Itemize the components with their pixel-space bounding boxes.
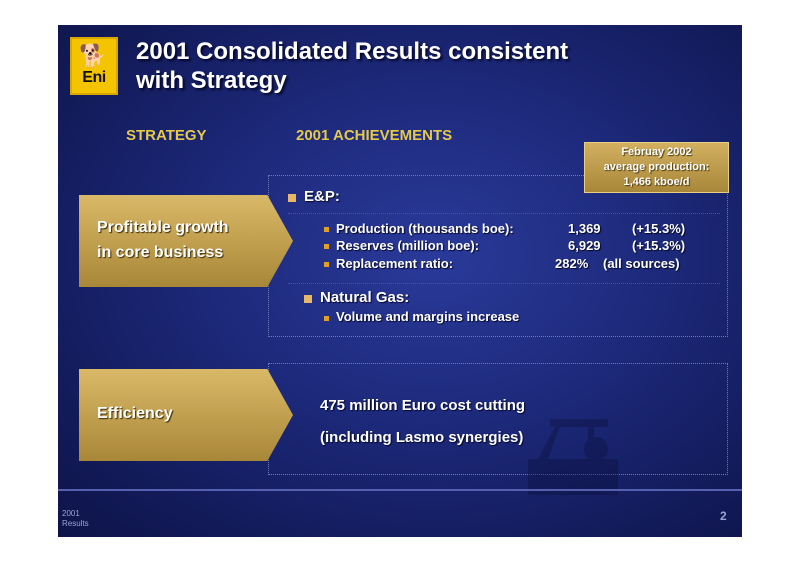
footer-label: 2001 Results bbox=[62, 509, 89, 529]
production-change: (+15.3%) bbox=[632, 221, 686, 236]
square-bullet-icon bbox=[288, 194, 296, 202]
page-number: 2 bbox=[720, 509, 727, 523]
achievements-column-heading: 2001 ACHIEVEMENTS bbox=[296, 127, 453, 144]
reserves-change: (+15.3%) bbox=[632, 238, 686, 253]
production-label: Production (thousands boe): bbox=[336, 221, 514, 236]
bullet-icon bbox=[324, 262, 329, 267]
bullet-icon bbox=[324, 244, 329, 249]
reserves-label: Reserves (million boe): bbox=[336, 238, 480, 253]
gas-item: Volume and margins increase bbox=[336, 309, 520, 324]
bullet-icon bbox=[324, 227, 329, 232]
highlight-line-2: average production: bbox=[603, 161, 710, 173]
divider bbox=[288, 283, 720, 284]
efficiency-line-1: 475 million Euro cost cutting bbox=[320, 397, 526, 414]
title-line-2: with Strategy bbox=[136, 67, 287, 94]
oil-pump-silhouette-icon bbox=[528, 419, 618, 495]
strategy-growth-line-1: Profitable growth bbox=[97, 219, 229, 236]
strategy-arrow-growth: Profitable growth in core business bbox=[79, 195, 293, 287]
highlight-line-3: 1,466 kboe/d bbox=[623, 176, 690, 188]
replacement-value: 282% bbox=[555, 256, 589, 271]
footer-divider bbox=[58, 489, 742, 491]
strategy-growth-line-2: in core business bbox=[97, 244, 224, 261]
divider bbox=[288, 213, 720, 214]
bullet-icon bbox=[324, 316, 329, 321]
gas-heading: Natural Gas: bbox=[320, 289, 410, 306]
strategy-column-heading: STRATEGY bbox=[126, 127, 207, 144]
square-bullet-icon bbox=[304, 295, 312, 303]
six-legged-dog-icon: 🐕 bbox=[79, 43, 107, 68]
slide: 🐕 Eni 2001 Consolidated Results consiste… bbox=[58, 25, 742, 537]
production-value: 1,369 bbox=[568, 221, 601, 236]
footer-results: Results bbox=[62, 519, 89, 528]
title-line-1: 2001 Consolidated Results consistent bbox=[136, 38, 569, 65]
efficiency-line-2: (including Lasmo synergies) bbox=[320, 429, 524, 446]
strategy-arrow-efficiency: Efficiency bbox=[79, 369, 293, 461]
replacement-note: (all sources) bbox=[603, 256, 680, 271]
slide-title: 2001 Consolidated Results consistent wit… bbox=[136, 37, 656, 95]
strategy-efficiency-line: Efficiency bbox=[97, 405, 173, 422]
efficiency-panel bbox=[268, 363, 728, 475]
reserves-value: 6,929 bbox=[568, 238, 601, 253]
highlight-line-1: Februay 2002 bbox=[621, 146, 692, 158]
logo-brand-text: Eni bbox=[82, 69, 106, 86]
footer-year: 2001 bbox=[62, 509, 80, 518]
replacement-label: Replacement ratio: bbox=[336, 256, 454, 271]
ep-heading: E&P: bbox=[304, 188, 340, 205]
production-highlight-box: Februay 2002 average production: 1,466 k… bbox=[584, 142, 729, 193]
eni-logo: 🐕 Eni bbox=[70, 37, 118, 95]
